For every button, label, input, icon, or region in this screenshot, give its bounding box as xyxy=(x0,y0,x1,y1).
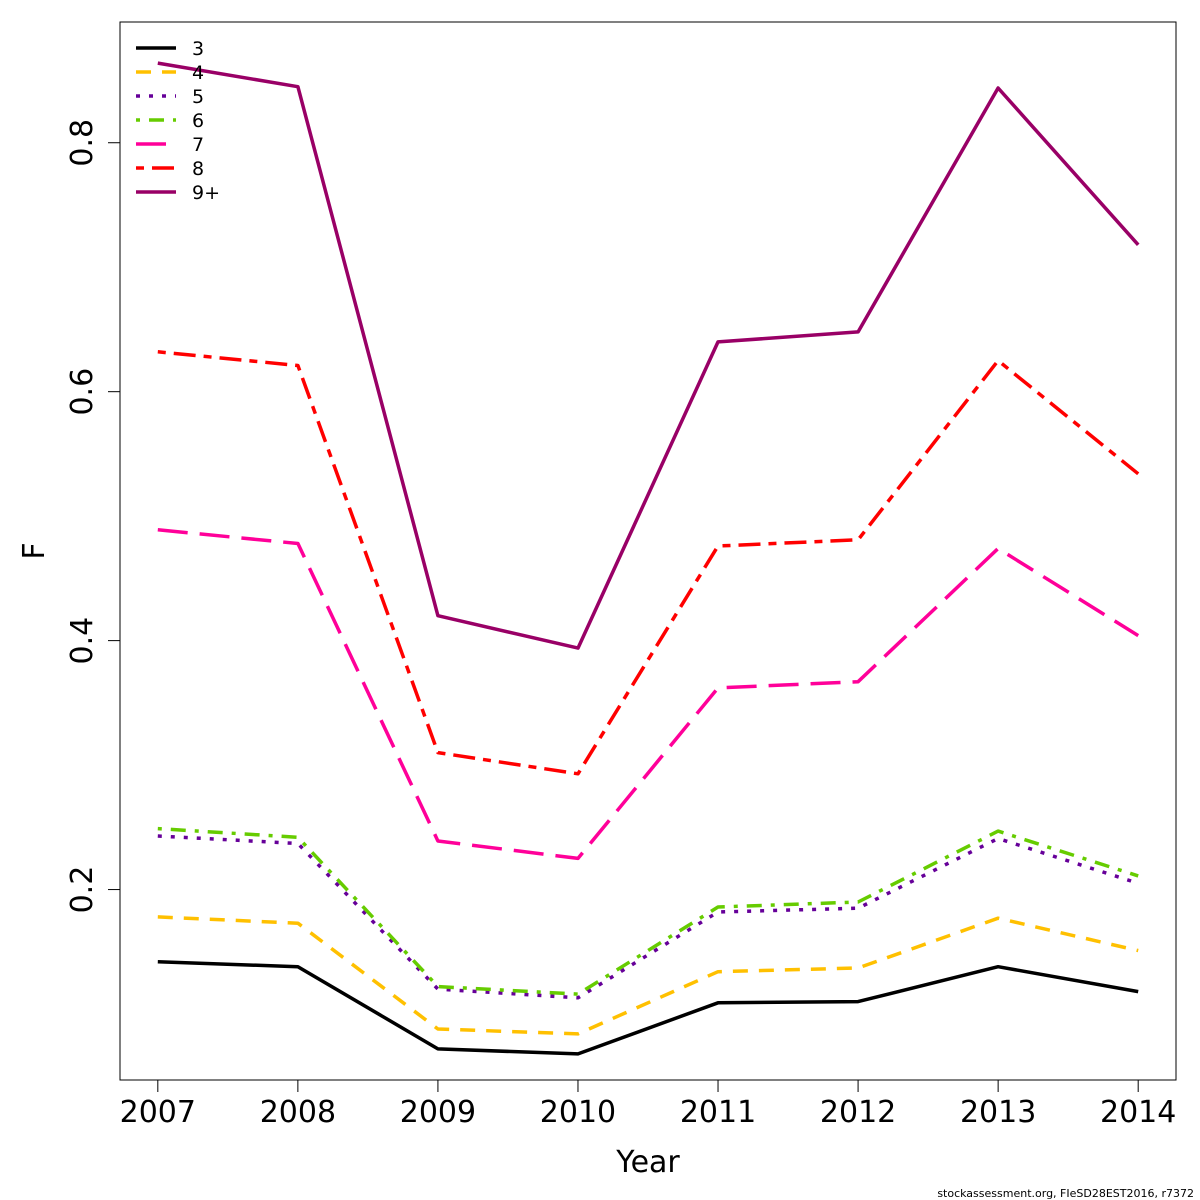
series-line-6 xyxy=(157,826,1139,996)
legend-label-7: 7 xyxy=(192,134,204,156)
y-tick-label: 0.6 xyxy=(65,368,100,416)
y-tick-label: 0.4 xyxy=(65,617,100,665)
legend-label-4: 4 xyxy=(192,62,204,84)
x-tick-label: 2009 xyxy=(400,1095,476,1130)
x-tick-label: 2014 xyxy=(1100,1095,1176,1130)
y-axis-title: F xyxy=(17,542,52,559)
series-line-8 xyxy=(157,350,1140,776)
y-axis: 0.2 0.4 0.6 0.8 xyxy=(65,119,121,914)
series-line-4 xyxy=(157,915,1139,1036)
legend-label-6: 6 xyxy=(192,110,204,132)
y-tick-label: 0.2 xyxy=(65,866,100,914)
x-axis: 2007 2008 2009 2010 2011 2012 2013 2014 xyxy=(120,1079,1176,1130)
x-tick-label: 2010 xyxy=(540,1095,616,1130)
series-line-3 xyxy=(157,960,1139,1056)
series-layer xyxy=(157,61,1140,1056)
legend-label-3: 3 xyxy=(192,38,204,60)
legend-label-9+: 9+ xyxy=(192,182,220,204)
legend-label-8: 8 xyxy=(192,158,204,180)
x-axis-title: Year xyxy=(615,1145,680,1180)
series-line-7 xyxy=(157,528,1140,861)
series-line-9+ xyxy=(157,61,1140,650)
x-tick-label: 2013 xyxy=(960,1095,1036,1130)
x-tick-label: 2012 xyxy=(820,1095,896,1130)
x-tick-label: 2007 xyxy=(120,1095,196,1130)
credit-text: stockassessment.org, FIeSD28EST2016, r73… xyxy=(937,1187,1194,1200)
x-tick-label: 2011 xyxy=(680,1095,756,1130)
x-tick-label: 2008 xyxy=(260,1095,336,1130)
legend-label-5: 5 xyxy=(192,86,204,108)
y-tick-label: 0.8 xyxy=(65,119,100,167)
